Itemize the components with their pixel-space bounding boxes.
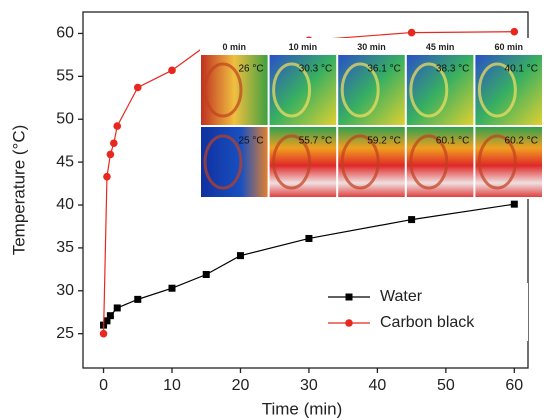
- y-tick-label: 35: [56, 239, 74, 256]
- inset-time-label: 10 min: [289, 42, 318, 52]
- marker: [113, 122, 122, 130]
- thermal-cup: [477, 134, 517, 190]
- inset-temp: 30.3 °C: [299, 64, 332, 75]
- x-axis-title: Time (min): [262, 399, 343, 418]
- x-tick-label: 30: [300, 377, 318, 394]
- legend-label: Water: [380, 288, 423, 305]
- marker: [168, 66, 176, 75]
- x-tick-label: 40: [368, 377, 386, 394]
- x-tick-label: 50: [437, 377, 455, 394]
- thermal-image: [269, 127, 337, 197]
- inset-temp: 25 °C: [238, 136, 263, 147]
- marker: [134, 295, 142, 303]
- inset-temp: 40.1 °C: [505, 64, 538, 75]
- thermal-image: [475, 55, 542, 125]
- x-tick-label: 0: [99, 377, 108, 394]
- thermal-cup: [340, 134, 380, 190]
- marker: [106, 150, 115, 159]
- thermal-cup: [203, 62, 243, 118]
- y-tick-label: 45: [56, 153, 74, 170]
- marker: [345, 293, 353, 301]
- marker: [305, 234, 313, 242]
- thermal-image: [406, 55, 474, 125]
- inset-time-label: 30 min: [357, 42, 386, 52]
- marker: [113, 304, 121, 312]
- legend-box: [318, 283, 528, 341]
- marker: [236, 252, 244, 260]
- marker: [110, 139, 118, 148]
- thermal-image: [269, 55, 337, 125]
- thermal-cup: [340, 62, 380, 118]
- thermal-cup: [203, 134, 243, 190]
- marker: [168, 284, 176, 292]
- marker: [103, 317, 111, 325]
- marker: [202, 270, 210, 278]
- y-tick-label: 50: [56, 110, 74, 127]
- thermal-cup: [272, 62, 312, 118]
- marker: [510, 27, 519, 36]
- marker: [103, 172, 111, 181]
- y-axis-title: Temperature (°C): [9, 125, 28, 256]
- x-tick-label: 10: [163, 377, 181, 394]
- y-tick-label: 60: [56, 25, 74, 42]
- marker: [407, 28, 416, 37]
- inset-time-label: 0 min: [223, 42, 247, 52]
- inset-temp: 26 °C: [238, 64, 263, 75]
- y-tick-label: 25: [56, 325, 74, 342]
- x-tick-label: 20: [232, 377, 250, 394]
- y-tick-label: 55: [56, 68, 74, 85]
- thermal-image: [406, 127, 474, 197]
- thermal-cup: [409, 134, 449, 190]
- thermal-image: [201, 127, 268, 197]
- thermal-image: [338, 55, 405, 125]
- thermal-image: [475, 127, 542, 197]
- inset-temp: 38.3 °C: [436, 64, 469, 75]
- marker: [106, 312, 114, 320]
- inset-temp: 60.2 °C: [505, 136, 538, 147]
- marker: [510, 200, 518, 208]
- x-tick-label: 60: [505, 377, 523, 394]
- legend-label: Carbon black: [380, 314, 475, 331]
- inset-time-label: 45 min: [426, 42, 455, 52]
- marker: [408, 216, 416, 224]
- thermal-image: [201, 55, 268, 125]
- inset-temp: 36.1 °C: [367, 64, 400, 75]
- marker: [133, 83, 142, 92]
- y-tick-label: 40: [56, 196, 74, 213]
- marker: [99, 329, 108, 338]
- thermal-cup: [272, 134, 312, 190]
- inset-temp: 55.7 °C: [299, 136, 332, 147]
- thermal-cup: [409, 62, 449, 118]
- inset-temp: 60.1 °C: [436, 136, 469, 147]
- thermal-cup: [477, 62, 517, 118]
- inset-temp: 59.2 °C: [367, 136, 400, 147]
- thermal-image: [338, 127, 405, 197]
- y-tick-label: 30: [56, 282, 74, 299]
- marker: [345, 319, 353, 327]
- inset-time-label: 60 min: [494, 42, 523, 52]
